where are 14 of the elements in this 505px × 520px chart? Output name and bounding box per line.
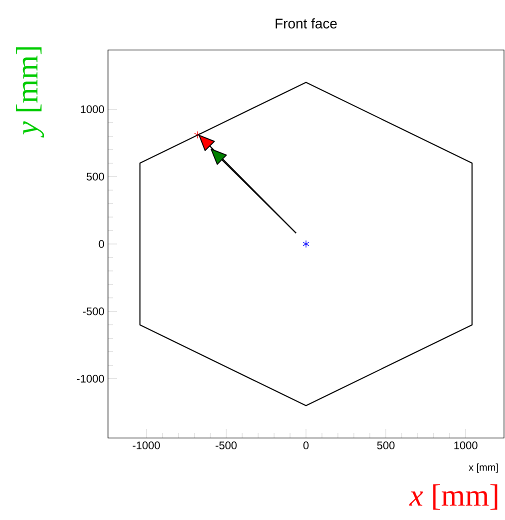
x-tick-label: 0 (303, 442, 309, 450)
x-tick-label: 1000 (454, 442, 478, 450)
y-tick-label: -500 (83, 307, 104, 316)
y-tick-label: 500 (86, 172, 104, 181)
x-tick-label: -500 (216, 442, 237, 450)
x-tick-label: -1000 (132, 442, 160, 450)
y-tick-label: 0 (98, 240, 104, 248)
text: y [mm] (16, 47, 44, 138)
y-tick-label: -1000 (76, 374, 104, 383)
chart-title: Front face (276, 18, 337, 28)
text: x [mm] (409, 484, 498, 510)
y-tick-label: 1000 (80, 105, 104, 114)
x-axis-title: x [mm] (468, 464, 498, 473)
x-tick-label: 500 (377, 442, 395, 450)
